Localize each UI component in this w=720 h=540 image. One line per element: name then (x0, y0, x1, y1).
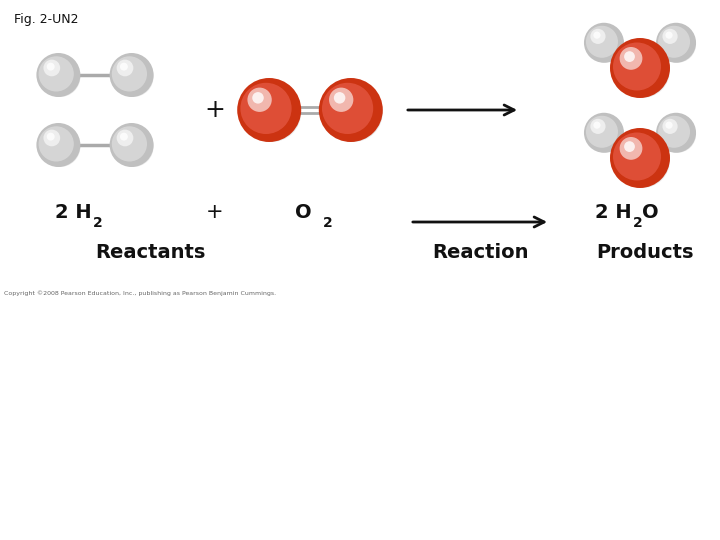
Circle shape (43, 59, 60, 76)
Circle shape (248, 87, 271, 112)
Circle shape (109, 53, 153, 97)
Text: Fig. 2-UN2: Fig. 2-UN2 (14, 14, 79, 26)
Circle shape (40, 57, 81, 97)
Circle shape (322, 83, 373, 134)
Circle shape (47, 63, 55, 71)
Circle shape (587, 116, 624, 153)
Circle shape (120, 63, 128, 71)
Circle shape (660, 116, 696, 153)
Circle shape (237, 78, 301, 142)
Text: 2 H: 2 H (55, 203, 91, 222)
Circle shape (656, 23, 696, 63)
Circle shape (590, 29, 606, 44)
Circle shape (587, 26, 624, 63)
Circle shape (662, 29, 678, 44)
Circle shape (658, 26, 690, 58)
Circle shape (334, 92, 346, 104)
Circle shape (620, 137, 642, 160)
Circle shape (240, 83, 292, 134)
Text: +: + (206, 202, 224, 222)
Circle shape (610, 38, 670, 98)
Circle shape (37, 53, 81, 97)
Circle shape (593, 122, 600, 129)
Circle shape (584, 23, 624, 63)
Circle shape (610, 128, 670, 188)
Circle shape (662, 119, 678, 134)
Circle shape (113, 126, 153, 167)
Circle shape (593, 31, 600, 39)
Circle shape (112, 56, 147, 91)
Circle shape (252, 92, 264, 104)
Text: +: + (204, 98, 225, 122)
Circle shape (665, 31, 672, 39)
Circle shape (324, 83, 383, 142)
Text: Reactants: Reactants (95, 243, 205, 262)
Circle shape (113, 57, 153, 97)
Circle shape (37, 123, 81, 167)
Text: Reaction: Reaction (432, 243, 528, 262)
Circle shape (109, 123, 153, 167)
Text: 2 H: 2 H (595, 203, 631, 222)
Circle shape (613, 132, 661, 180)
Circle shape (613, 43, 661, 91)
Circle shape (624, 51, 635, 62)
Circle shape (39, 126, 73, 161)
Circle shape (620, 47, 642, 70)
Circle shape (39, 56, 73, 91)
Text: O: O (642, 203, 659, 222)
Circle shape (117, 59, 133, 76)
Circle shape (590, 119, 606, 134)
Text: O: O (295, 203, 312, 222)
Text: 2: 2 (323, 216, 333, 230)
Circle shape (615, 43, 670, 98)
Text: 2: 2 (633, 216, 643, 230)
Circle shape (665, 122, 672, 129)
Circle shape (329, 87, 354, 112)
Circle shape (243, 83, 301, 142)
Circle shape (40, 126, 81, 167)
Circle shape (624, 141, 635, 152)
Circle shape (586, 26, 618, 58)
Circle shape (656, 113, 696, 153)
Text: Products: Products (596, 243, 694, 262)
Circle shape (120, 133, 128, 140)
Text: 2: 2 (93, 216, 103, 230)
Text: Copyright ©2008 Pearson Education, Inc., publishing as Pearson Benjamin Cummings: Copyright ©2008 Pearson Education, Inc.,… (4, 290, 276, 295)
Circle shape (47, 133, 55, 140)
Circle shape (615, 133, 670, 188)
Circle shape (584, 113, 624, 153)
Circle shape (660, 26, 696, 63)
Circle shape (112, 126, 147, 161)
Circle shape (43, 130, 60, 146)
Circle shape (117, 130, 133, 146)
Circle shape (319, 78, 383, 142)
Circle shape (586, 116, 618, 148)
Circle shape (658, 116, 690, 148)
